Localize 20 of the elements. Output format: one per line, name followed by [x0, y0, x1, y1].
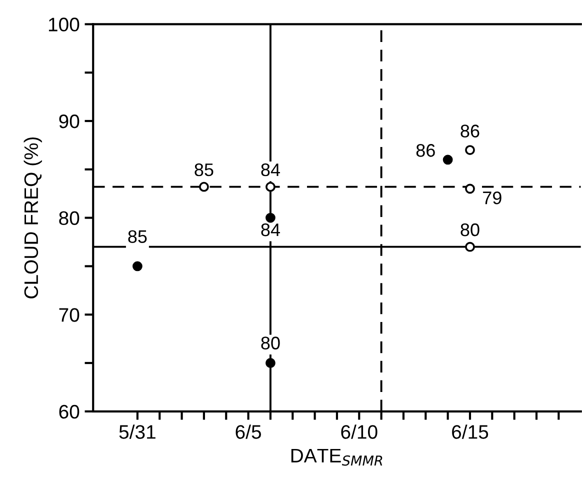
annotation: 86 [460, 124, 480, 138]
x-tick-label: 5/31 [119, 424, 156, 439]
y-tick-label: 100 [48, 18, 80, 32]
y-axis-title: CLOUD FREQ (%) [24, 137, 42, 298]
x-axis-title: DATE$_{SMMR}$ [291, 448, 382, 466]
y-tick-label: 60 [59, 404, 80, 419]
x-tick-label: 6/10 [341, 424, 378, 439]
y-tick-label: 80 [59, 211, 80, 226]
annotation: 80 [460, 223, 480, 236]
annotation: 86 [416, 144, 435, 157]
annotation: 85 [194, 163, 214, 176]
annotation: 80 [261, 336, 280, 350]
y-tick-label: 70 [59, 308, 80, 322]
annotation: 79 [483, 191, 502, 204]
annotation: 85 [128, 230, 147, 243]
annotation: 84 [261, 163, 280, 176]
x-tick-label: 6/5 [236, 424, 262, 439]
y-tick-label: 90 [59, 114, 80, 128]
annotation: 84 [261, 223, 280, 236]
x-tick-label: 6/15 [452, 424, 488, 439]
